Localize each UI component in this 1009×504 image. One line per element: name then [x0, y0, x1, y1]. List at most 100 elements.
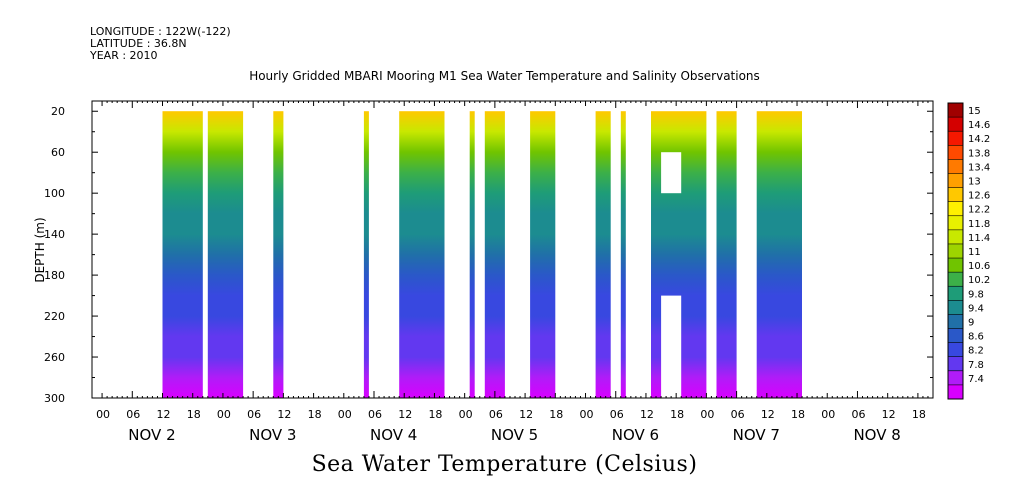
colorbar-label: 10.6 [968, 261, 990, 272]
y-tick-label: 100 [44, 187, 65, 200]
x-axis: 00 06 12 18 00 06 12 18 00 06 12 18 00 06 12 18 00 06 12 18… [96, 101, 934, 444]
year-label: YEAR : 2010 [90, 49, 158, 62]
x-hour-label: 12 [640, 408, 654, 421]
x-hour-label: 18 [308, 408, 322, 421]
chart-title: Hourly Gridded MBARI Mooring M1 Sea Wate… [249, 69, 760, 83]
colorbar-label: 13 [968, 177, 981, 188]
colorbar-label: 15 [968, 106, 981, 117]
colorbar-swatch [948, 201, 963, 217]
y-tick-label: 300 [44, 392, 65, 405]
x-hour-label: 12 [761, 408, 775, 421]
x-hour-label: 06 [126, 408, 140, 421]
x-hour-label: 00 [217, 408, 231, 421]
x-day-label: NOV 6 [612, 426, 659, 444]
colorbar-label: 12.2 [968, 205, 990, 216]
x-hour-label: 18 [670, 408, 684, 421]
x-hour-label: 00 [580, 408, 594, 421]
y-tick-label: 260 [44, 351, 65, 364]
x-hour-label: 18 [428, 408, 442, 421]
colorbar-label: 14.2 [968, 134, 990, 145]
data-block [484, 111, 505, 398]
colorbar-swatch [948, 131, 963, 146]
data-block [363, 111, 369, 398]
colorbar: 15 14.6 14.2 13.8 13.4 13 12.6 12.2 11.8 11.4 11 10… [947, 102, 990, 400]
data-blocks [162, 111, 802, 398]
x-hour-label: 06 [368, 408, 382, 421]
colorbar-swatch [948, 159, 963, 174]
data-block [273, 111, 284, 398]
colorbar-label: 11.8 [968, 219, 990, 230]
latitude-label: LATITUDE : 36.8N [90, 37, 187, 50]
colorbar-swatch [948, 342, 963, 358]
colorbar-label: 9 [968, 317, 974, 328]
colorbar-label: 10.2 [968, 275, 990, 286]
y-tick-label: 180 [44, 269, 65, 282]
variable-label: Sea Water Temperature (Celsius) [311, 452, 698, 477]
x-hour-label: 00 [338, 408, 352, 421]
x-hour-label: 18 [187, 408, 201, 421]
colorbar-label: 13.8 [968, 148, 990, 159]
colorbar-swatch [948, 229, 963, 245]
data-block [469, 111, 475, 398]
colorbar-label: 7.4 [968, 374, 984, 385]
colorbar-label: 11.4 [968, 233, 990, 244]
colorbar-label: 8.2 [968, 346, 984, 357]
colorbar-label: 9.4 [968, 303, 984, 314]
colorbar-swatch [948, 215, 963, 231]
colorbar-swatch [948, 384, 963, 400]
x-hour-label: 12 [398, 408, 412, 421]
colorbar-label: 9.8 [968, 289, 984, 300]
y-tick-label: 60 [51, 146, 65, 159]
colorbar-swatch [948, 258, 963, 273]
colorbar-swatch [948, 370, 963, 386]
x-hour-label: 12 [882, 408, 896, 421]
data-block [207, 111, 244, 398]
x-hour-label: 06 [247, 408, 261, 421]
data-block [716, 111, 737, 398]
data-block [530, 111, 556, 398]
colorbar-swatch [948, 103, 963, 118]
x-day-label: NOV 4 [370, 426, 417, 444]
data-block [756, 111, 802, 398]
colorbar-swatch [948, 272, 963, 287]
x-hour-label: 06 [610, 408, 624, 421]
data-gaps [661, 152, 682, 398]
y-tick-label: 140 [44, 228, 65, 241]
x-hour-label: 12 [519, 408, 533, 421]
x-day-label: NOV 5 [491, 426, 538, 444]
colorbar-swatch [948, 356, 963, 372]
x-day-label: NOV 7 [733, 426, 780, 444]
colorbar-label: 7.8 [968, 360, 984, 371]
y-axis: 20 60 100 140 180 220 260 300 [44, 105, 933, 405]
colorbar-swatch [948, 173, 963, 189]
colorbar-swatch [948, 145, 963, 160]
colorbar-swatch [948, 243, 963, 259]
x-hour-label: 00 [821, 408, 835, 421]
longitude-label: LONGITUDE : 122W(-122) [90, 25, 231, 38]
x-hour-label: 00 [700, 408, 714, 421]
x-hour-label: 00 [459, 408, 473, 421]
y-tick-label: 20 [51, 105, 65, 118]
x-hour-label: 06 [731, 408, 745, 421]
data-block [399, 111, 445, 398]
data-block [162, 111, 203, 398]
x-hour-label: 06 [851, 408, 865, 421]
x-hour-label: 00 [96, 408, 110, 421]
x-hour-label: 12 [157, 408, 171, 421]
colorbar-swatch [948, 328, 963, 344]
data-gap [661, 295, 682, 398]
x-day-label: NOV 2 [128, 426, 175, 444]
data-gap [661, 152, 682, 194]
x-day-label: NOV 8 [853, 426, 900, 444]
x-hour-label: 06 [489, 408, 503, 421]
colorbar-label: 11 [968, 247, 981, 258]
colorbar-swatch [948, 187, 963, 203]
x-hour-label: 18 [912, 408, 926, 421]
colorbar-swatch [948, 314, 963, 330]
x-hour-label: 18 [549, 408, 563, 421]
y-tick-label: 220 [44, 310, 65, 323]
colorbar-label: 12.6 [968, 191, 990, 202]
colorbar-swatch [948, 117, 963, 132]
x-hour-label: 18 [791, 408, 805, 421]
